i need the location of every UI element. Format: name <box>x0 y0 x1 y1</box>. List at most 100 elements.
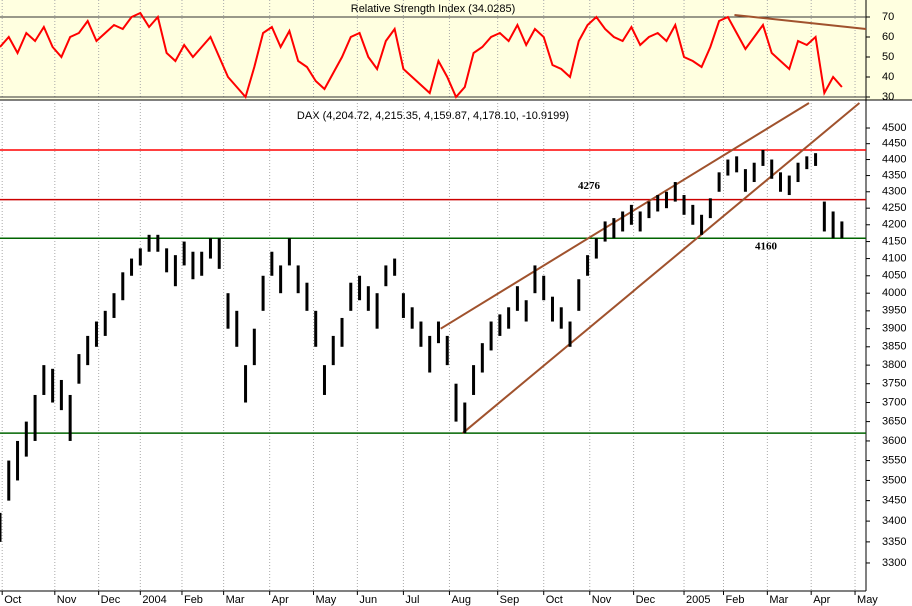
price-bar <box>287 238 291 266</box>
price-bar <box>805 156 809 170</box>
price-bar <box>217 238 221 269</box>
price-bar <box>252 328 256 366</box>
price-bar <box>130 258 134 276</box>
x-tick-label: Feb <box>725 594 744 606</box>
price-bar <box>691 204 695 225</box>
price-bar <box>419 321 423 347</box>
price-bar <box>436 321 440 344</box>
price-bar <box>761 150 765 166</box>
price-bar <box>682 195 686 215</box>
x-tick-label: Jul <box>405 594 419 606</box>
price-bar <box>165 248 169 273</box>
price-bar <box>621 211 625 232</box>
price-bar <box>208 238 212 259</box>
price-bar <box>822 201 826 232</box>
price-bar <box>270 251 274 276</box>
price-bar <box>717 172 721 192</box>
x-tick-label: Dec <box>636 594 656 606</box>
y-tick-label: 4050 <box>882 270 906 282</box>
x-tick-label: Apr <box>813 594 830 606</box>
price-bar <box>428 335 432 373</box>
price-bar <box>752 162 756 183</box>
price-bar <box>235 310 239 347</box>
price-bar <box>480 343 484 373</box>
x-tick-label: 2004 <box>142 594 166 606</box>
price-bar <box>182 241 186 266</box>
price-bar <box>121 272 125 301</box>
x-tick-label: Aug <box>451 594 471 606</box>
price-bar <box>410 307 414 329</box>
y-tick-label: 3550 <box>882 454 906 466</box>
y-tick-label: 3800 <box>882 359 906 371</box>
price-bar <box>550 296 554 322</box>
price-bar <box>7 460 11 501</box>
level-label: 4160 <box>755 241 778 253</box>
price-bar <box>16 440 20 481</box>
x-tick-label: Sep <box>500 594 520 606</box>
x-tick-label: Mar <box>769 594 788 606</box>
price-bar <box>708 198 712 219</box>
price-bar <box>673 182 677 202</box>
price-bar <box>42 365 46 395</box>
x-tick-label: 2005 <box>686 594 710 606</box>
y-tick-label: 3350 <box>882 536 906 548</box>
price-bar <box>401 293 405 318</box>
price-bar <box>559 307 563 329</box>
price-bar <box>700 214 704 235</box>
price-bar <box>664 191 668 209</box>
y-tick-label: 3600 <box>882 435 906 447</box>
price-bar <box>138 248 142 266</box>
y-tick-label: 50 <box>882 51 894 63</box>
price-bar <box>384 265 388 287</box>
price-bar <box>94 321 98 347</box>
price-bar <box>191 251 195 280</box>
price-bar <box>743 169 747 192</box>
y-tick-label: 4300 <box>882 186 906 198</box>
trend-line <box>461 102 861 434</box>
y-tick-label: 3700 <box>882 396 906 408</box>
x-tick-label: Nov <box>57 594 77 606</box>
price-bar <box>226 293 230 329</box>
x-tick-label: Nov <box>592 594 612 606</box>
price-bar <box>638 211 642 232</box>
y-tick-label: 3650 <box>882 416 906 428</box>
price-bar <box>524 300 528 322</box>
x-tick-label: Oct <box>546 594 563 606</box>
x-tick-label: Feb <box>184 594 203 606</box>
y-tick-label: 3500 <box>882 474 906 486</box>
price-bar <box>445 335 449 366</box>
x-tick-label: Apr <box>272 594 289 606</box>
y-tick-label: 4250 <box>882 202 906 214</box>
price-bar <box>778 172 782 192</box>
rsi-title: Relative Strength Index (34.0285) <box>351 3 516 15</box>
price-title: DAX (4,204.72, 4,215.35, 4,159.87, 4,178… <box>297 110 569 122</box>
price-bar <box>612 218 616 239</box>
price-bar <box>86 335 90 366</box>
y-tick-label: 4500 <box>882 122 906 134</box>
x-tick-label: Oct <box>4 594 21 606</box>
price-bar <box>375 293 379 329</box>
price-bar <box>787 175 791 196</box>
y-tick-label: 4100 <box>882 252 906 264</box>
price-bar <box>68 394 72 441</box>
price-bar <box>296 265 300 294</box>
price-bar <box>577 279 581 311</box>
x-tick-label: Mar <box>226 594 245 606</box>
price-bar <box>656 195 660 212</box>
price-bar <box>533 265 537 294</box>
y-tick-label: 3450 <box>882 495 906 507</box>
price-bar <box>173 255 177 287</box>
rsi-line <box>0 11 843 100</box>
x-tick-label: Dec <box>101 594 121 606</box>
price-bar <box>586 255 590 276</box>
price-bar <box>103 310 107 336</box>
price-bar <box>33 394 37 441</box>
price-bar <box>261 275 265 311</box>
price-bar <box>77 354 81 384</box>
price-bar <box>112 293 116 318</box>
price-bar <box>349 282 353 311</box>
price-bar <box>735 156 739 173</box>
price-bar <box>629 204 633 225</box>
price-bar <box>358 275 362 301</box>
